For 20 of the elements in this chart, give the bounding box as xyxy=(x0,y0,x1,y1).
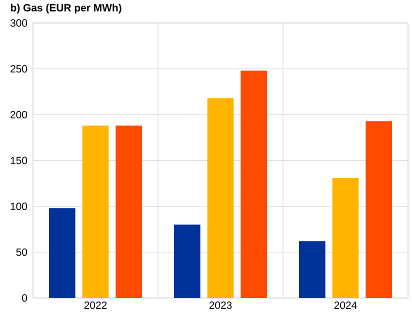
bar xyxy=(82,126,109,298)
bar xyxy=(298,241,326,298)
y-tick-label: 150 xyxy=(10,156,28,164)
bar xyxy=(48,208,76,298)
bar xyxy=(207,98,234,298)
y-tick-label: 50 xyxy=(16,248,28,256)
y-tick-label: 0 xyxy=(22,294,28,302)
y-tick-label: 100 xyxy=(10,202,28,210)
bar xyxy=(116,126,142,298)
x-tick-label: 2024 xyxy=(334,302,357,309)
y-tick-label: 300 xyxy=(10,19,28,27)
bar xyxy=(240,70,268,298)
y-tick-label: 200 xyxy=(10,110,28,118)
y-tick-label: 250 xyxy=(10,65,28,73)
x-tick-label: 2022 xyxy=(84,302,107,309)
x-tick-label: 2023 xyxy=(209,302,232,309)
bar xyxy=(366,121,392,298)
bar xyxy=(174,224,200,298)
chart-title: b) Gas (EUR per MWh) xyxy=(10,4,122,14)
bar xyxy=(332,178,359,298)
